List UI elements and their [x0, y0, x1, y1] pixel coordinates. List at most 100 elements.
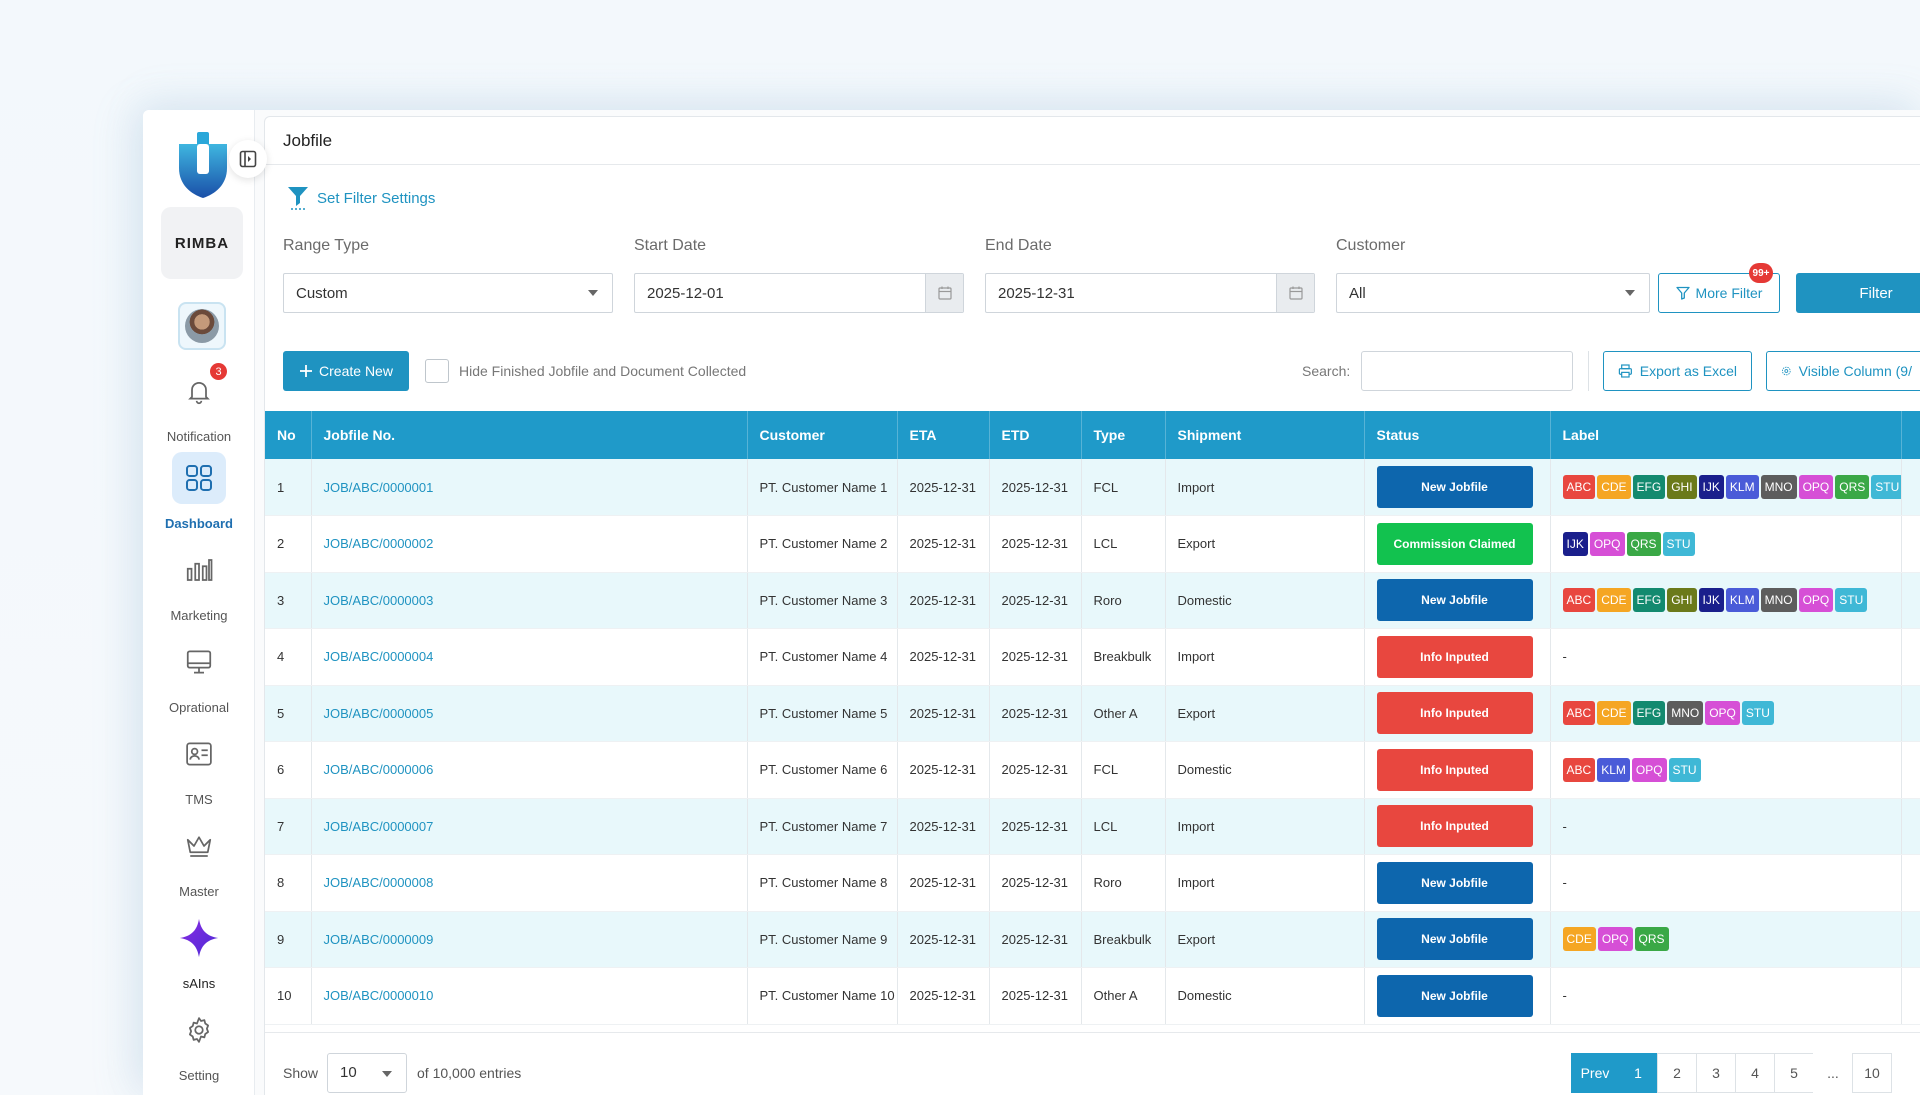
- notification-badge: 3: [210, 363, 227, 380]
- table-row[interactable]: 5 JOB/ABC/0000005 PT. Customer Name 5 2025-…: [265, 685, 1920, 742]
- status-badge[interactable]: New Jobfile: [1376, 974, 1533, 1017]
- export-excel-button[interactable]: Export as Excel: [1603, 351, 1752, 391]
- status-badge[interactable]: Commission Claimed: [1376, 522, 1533, 565]
- table-row[interactable]: 7 JOB/ABC/0000007 PT. Customer Name 7 2025-…: [265, 798, 1920, 855]
- cell-label: -: [1550, 854, 1902, 912]
- cell-status: New Jobfile: [1364, 572, 1551, 629]
- cell-jobfile[interactable]: JOB/ABC/0000004: [311, 628, 748, 686]
- cell-jobfile[interactable]: JOB/ABC/0000005: [311, 685, 748, 742]
- status-badge[interactable]: New Jobfile: [1376, 466, 1533, 508]
- company-logo[interactable]: RIMBA: [161, 207, 243, 279]
- page-button[interactable]: 5: [1774, 1053, 1814, 1093]
- cell-jobfile[interactable]: JOB/ABC/0000006: [311, 741, 748, 799]
- column-header[interactable]: Shipment: [1165, 411, 1365, 459]
- table-row[interactable]: 3 JOB/ABC/0000003 PT. Customer Name 3 2025-…: [265, 572, 1920, 629]
- sidebar-item-master[interactable]: Master: [143, 820, 255, 899]
- cell-label: ABC KLM OPQ STU: [1550, 741, 1902, 799]
- cell-etd: 2025-12-31: [989, 628, 1082, 686]
- cell-type: FCL: [1081, 459, 1166, 516]
- cell-eta: 2025-12-31: [897, 967, 990, 1025]
- column-header[interactable]: Customer: [747, 411, 898, 459]
- calendar-button[interactable]: [1276, 274, 1314, 312]
- status-badge[interactable]: Info Inputed: [1376, 692, 1533, 735]
- hide-finished-toggle[interactable]: Hide Finished Jobfile and Document Colle…: [425, 359, 746, 383]
- show-label: Show: [283, 1065, 319, 1081]
- cell-shipment: Domestic: [1165, 572, 1365, 629]
- user-avatar-button[interactable]: [178, 302, 226, 350]
- label-tag: CDE: [1597, 475, 1631, 499]
- cell-jobfile[interactable]: JOB/ABC/0000010: [311, 967, 748, 1025]
- cell-jobfile[interactable]: JOB/ABC/0000002: [311, 515, 748, 573]
- cell-customer: PT. Customer Name 6: [747, 741, 898, 799]
- sidebar-item-setting[interactable]: Setting: [143, 1004, 255, 1083]
- label-tag: EFG: [1632, 701, 1666, 726]
- cell-shipment: Export: [1165, 911, 1365, 968]
- status-badge[interactable]: Info Inputed: [1376, 748, 1533, 791]
- cell-etd: 2025-12-31: [989, 911, 1082, 968]
- hide-finished-checkbox[interactable]: [425, 359, 449, 383]
- table-row[interactable]: 6 JOB/ABC/0000006 PT. Customer Name 6 2025-…: [265, 741, 1920, 799]
- range-type-select[interactable]: Custom: [283, 273, 613, 313]
- start-date-input[interactable]: 2025-12-01: [634, 273, 964, 313]
- label-tag: MNO: [1760, 475, 1797, 499]
- cell-jobfile[interactable]: JOB/ABC/0000008: [311, 854, 748, 912]
- status-badge[interactable]: New Jobfile: [1376, 918, 1533, 961]
- table-row[interactable]: 1 JOB/ABC/0000001 PT. Customer Name 1 2025-…: [265, 459, 1920, 516]
- table-row[interactable]: 8 JOB/ABC/0000008 PT. Customer Name 8 2025-…: [265, 854, 1920, 912]
- start-date-value: 2025-12-01: [647, 284, 724, 302]
- column-header[interactable]: No: [265, 411, 312, 459]
- sidebar-item-label: Dashboard: [165, 516, 233, 531]
- page-button[interactable]: 3: [1696, 1053, 1736, 1093]
- cell-shipment: Domestic: [1165, 967, 1365, 1025]
- prev-page-button[interactable]: Prev: [1571, 1053, 1619, 1093]
- status-badge[interactable]: Info Inputed: [1376, 635, 1533, 678]
- column-header[interactable]: Label: [1550, 411, 1902, 459]
- table-row[interactable]: 9 JOB/ABC/0000009 PT. Customer Name 9 2025-…: [265, 911, 1920, 968]
- column-header[interactable]: Type: [1081, 411, 1166, 459]
- sidebar-item-dashboard[interactable]: Dashboard: [143, 452, 255, 531]
- cell-eta: 2025-12-31: [897, 459, 990, 516]
- customer-select[interactable]: All: [1336, 273, 1650, 313]
- filter-button[interactable]: Filter: [1796, 273, 1920, 313]
- sidebar-item-label: Notification: [166, 429, 232, 444]
- cell-label: -: [1550, 798, 1902, 855]
- column-header[interactable]: Status: [1364, 411, 1551, 459]
- create-new-button[interactable]: Create New: [283, 351, 409, 391]
- cell-customer: PT. Customer Name 5: [747, 685, 898, 742]
- sidebar-item-notification[interactable]: 3 Notification: [143, 363, 255, 444]
- nav-icon-wrap: [172, 452, 226, 504]
- status-badge[interactable]: New Jobfile: [1376, 579, 1533, 622]
- page-button[interactable]: 10: [1852, 1053, 1892, 1093]
- column-header[interactable]: ETD: [989, 411, 1082, 459]
- calendar-button[interactable]: [925, 274, 963, 312]
- page-size-value: 10: [340, 1064, 357, 1081]
- visible-column-button[interactable]: Visible Column (9/: [1766, 351, 1920, 391]
- column-header[interactable]: ETA: [897, 411, 990, 459]
- cell-jobfile[interactable]: JOB/ABC/0000007: [311, 798, 748, 855]
- table-footer: Show 10 of 10,000 entries Prev 1 2 3 4 5…: [265, 1032, 1920, 1095]
- column-header[interactable]: Jobfile No.: [311, 411, 748, 459]
- page-button[interactable]: 1: [1618, 1053, 1658, 1093]
- sidebar-item-marketing[interactable]: Marketing: [143, 544, 255, 623]
- status-badge[interactable]: Info Inputed: [1376, 805, 1533, 848]
- sidebar-item-label: sAIns: [182, 976, 216, 991]
- table-row[interactable]: 10 JOB/ABC/0000010 PT. Customer Name 10 202…: [265, 967, 1920, 1025]
- status-badge[interactable]: New Jobfile: [1376, 861, 1533, 904]
- cell-jobfile[interactable]: JOB/ABC/0000009: [311, 911, 748, 968]
- end-date-input[interactable]: 2025-12-31: [985, 273, 1315, 313]
- page-size-select[interactable]: 10: [327, 1053, 407, 1093]
- page-button[interactable]: 2: [1657, 1053, 1697, 1093]
- sidebar-item-sains[interactable]: sAIns: [143, 912, 255, 991]
- cell-jobfile[interactable]: JOB/ABC/0000003: [311, 572, 748, 629]
- page-button[interactable]: 4: [1735, 1053, 1775, 1093]
- cell-eta: 2025-12-31: [897, 685, 990, 742]
- search-input[interactable]: [1361, 351, 1573, 391]
- sidebar-item-oprational[interactable]: Oprational: [143, 636, 255, 715]
- cell-jobfile[interactable]: JOB/ABC/0000001: [311, 459, 748, 516]
- set-filter-settings-link[interactable]: Set Filter Settings: [287, 185, 435, 211]
- sidebar-item-tms[interactable]: TMS: [143, 728, 255, 807]
- sidebar-collapse-button[interactable]: [229, 140, 267, 178]
- table-row[interactable]: 2 JOB/ABC/0000002 PT. Customer Name 2 2025-…: [265, 515, 1920, 573]
- table-row[interactable]: 4 JOB/ABC/0000004 PT. Customer Name 4 2025-…: [265, 628, 1920, 686]
- sparkle-icon: [179, 918, 219, 958]
